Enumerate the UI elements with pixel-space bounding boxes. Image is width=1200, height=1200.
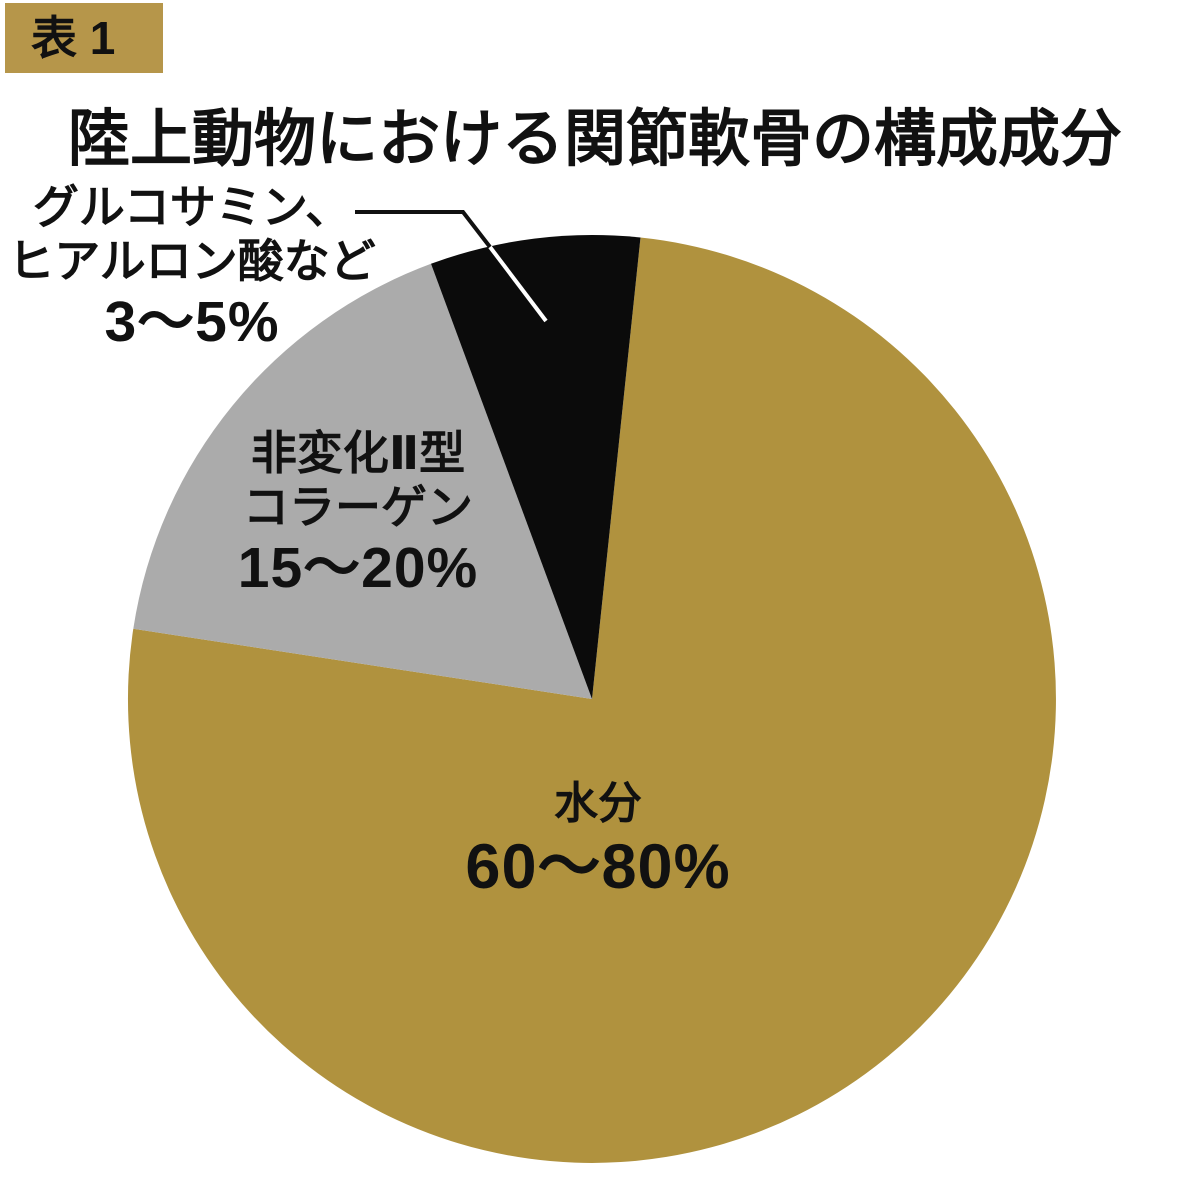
slice-label-glucosamine-line2: ヒアルロン酸など [8, 235, 376, 288]
callout-line-segment-2 [488, 245, 548, 323]
pie-slice-glucosamine [431, 234, 641, 700]
slice-label-collagen: 非変化Ⅱ型 コラーゲン 15～20% [238, 426, 479, 602]
slice-label-water: 水分 60～80% [465, 778, 730, 904]
callout-line-segment-1 [355, 210, 492, 249]
slice-label-collagen-line1: 非変化Ⅱ型 [250, 427, 466, 479]
pie-slice-collagen [133, 263, 593, 699]
table-badge: 表 1 [5, 3, 163, 73]
slice-label-collagen-line2: コラーゲン [243, 481, 473, 534]
slice-value-glucosamine: 3～5% [104, 289, 280, 354]
chart-title: 陸上動物における関節軟骨の構成成分 [67, 105, 1122, 174]
pie-slice-water [127, 237, 1056, 1163]
slice-label-glucosamine-line1: グルコサミン、 [32, 181, 352, 233]
slice-label-glucosamine: グルコサミン、 ヒアルロン酸など 3～5% [8, 180, 376, 356]
slice-value-water: 60～80% [465, 831, 731, 902]
slice-value-collagen: 15～20% [237, 535, 479, 600]
slice-label-water-line1: 水分 [553, 779, 642, 828]
